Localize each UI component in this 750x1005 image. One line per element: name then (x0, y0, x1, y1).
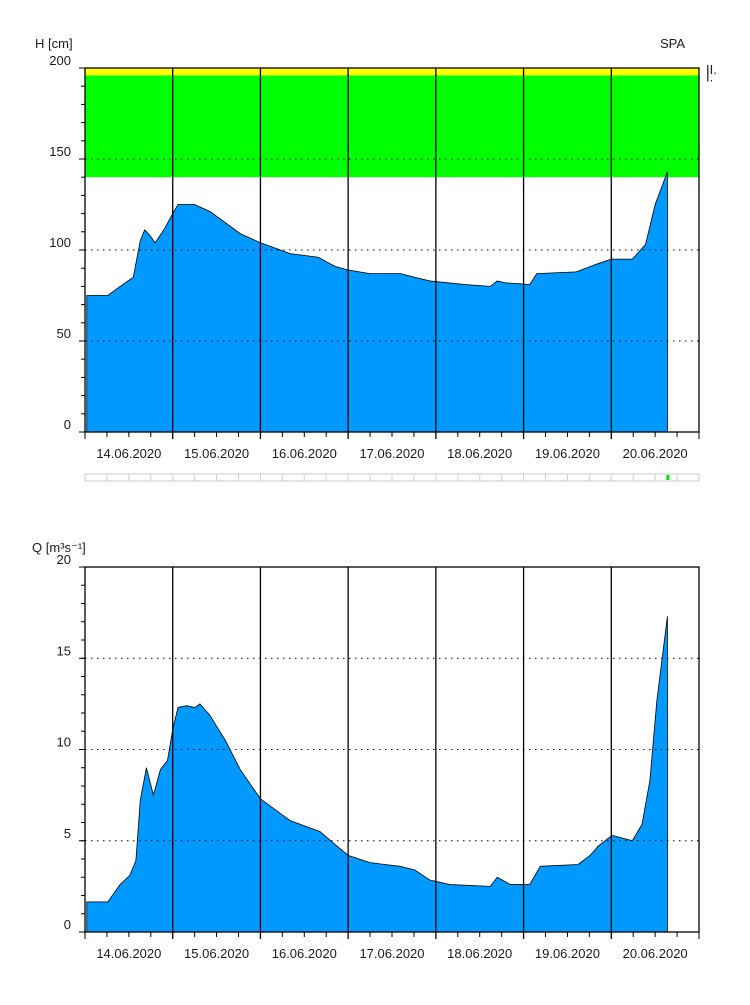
h-axis-label: H [cm] (35, 36, 73, 51)
x-tick-label: 16.06.2020 (272, 446, 337, 461)
y-tick-label: 50 (57, 326, 71, 341)
y-tick-label: 10 (57, 735, 71, 750)
x-tick-label: 14.06.2020 (96, 446, 161, 461)
y-tick-label: 150 (49, 144, 71, 159)
band-I (85, 75, 699, 178)
x-tick-label: 15.06.2020 (184, 446, 249, 461)
y-tick-label: 100 (49, 235, 71, 250)
y-tick-label: 5 (64, 826, 71, 841)
x-tick-label: 17.06.2020 (359, 446, 424, 461)
scrollbar-thumb[interactable] (666, 475, 670, 480)
y-tick-label: 15 (57, 643, 71, 658)
band-label: II. (706, 62, 717, 77)
plot-frame (84, 67, 700, 433)
time-scrollbar[interactable] (84, 473, 700, 482)
x-tick-label: 18.06.2020 (447, 946, 512, 961)
band-II (85, 68, 699, 76)
x-tick-label: 15.06.2020 (184, 946, 249, 961)
x-tick-label: 16.06.2020 (272, 946, 337, 961)
x-tick-label: 17.06.2020 (359, 946, 424, 961)
band-label: I. (706, 69, 713, 84)
x-tick-label: 19.06.2020 (535, 946, 600, 961)
y-tick-label: 0 (64, 917, 71, 932)
x-tick-label: 19.06.2020 (535, 446, 600, 461)
x-tick-label: 18.06.2020 (447, 446, 512, 461)
x-tick-label: 14.06.2020 (96, 946, 161, 961)
y-tick-label: 0 (64, 417, 71, 432)
x-tick-label: 20.06.2020 (623, 446, 688, 461)
data-area (86, 616, 668, 933)
q-axis-label: Q [m³s⁻¹] (32, 540, 86, 555)
data-area (86, 171, 668, 433)
x-tick-label: 20.06.2020 (623, 946, 688, 961)
station-label: SPA (660, 36, 685, 51)
y-tick-label: 200 (49, 53, 71, 68)
plot-frame (84, 566, 700, 933)
chart-panel-1: 0 5 10 15 20 14.06.2020 15.06.2020 16.06.2020 17… (57, 552, 700, 961)
chart-panel-0: I.II. 0 50 100 150 200 14.06.2020 15.06.2020 16.… (49, 53, 717, 461)
y-tick-label: 20 (57, 552, 71, 567)
